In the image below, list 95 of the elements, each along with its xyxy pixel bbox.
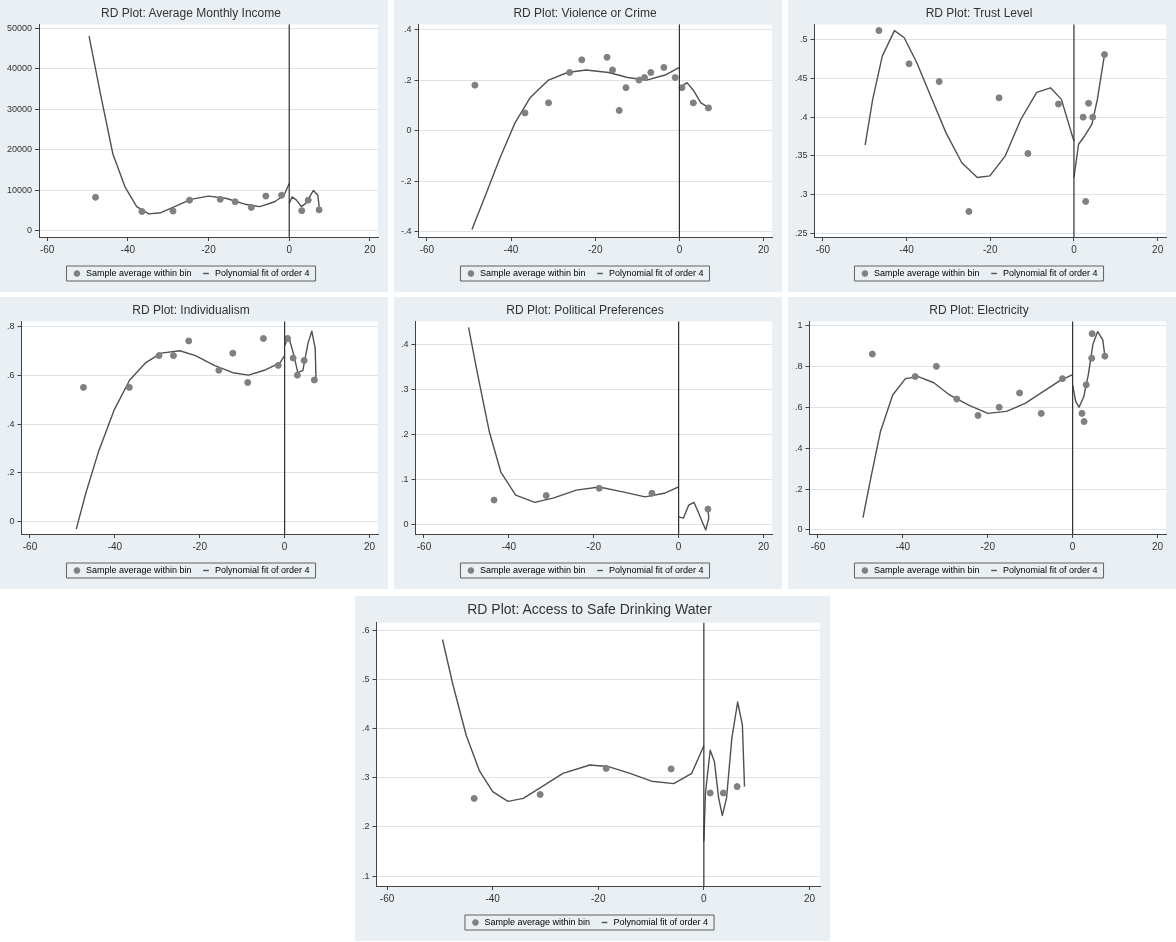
x-tick-label: 0 [676,243,683,255]
x-tick-label: 20 [1151,540,1164,552]
y-tick-label: .2 [6,467,15,478]
x-tick-label: 0 [281,540,288,552]
chart-title: RD Plot: Individualism [132,302,250,317]
y-tick-label: .4 [361,723,370,734]
x-tick-label: 0 [286,243,293,255]
y-tick-label: 20000 [7,144,33,155]
y-tick-label: 30000 [7,103,33,114]
y-tick-label: .35 [795,150,808,161]
y-tick-label: .6 [6,369,15,380]
legend-label: Polynomial fit of order 4 [1003,267,1098,278]
legend-label: Polynomial fit of order 4 [609,564,704,575]
x-tick-label: -40 [485,892,501,904]
y-tick-label: 0 [27,225,33,236]
x-tick-label: -40 [899,243,915,255]
y-tick-label: .2 [403,74,412,85]
y-tick-label: .4 [400,338,409,349]
x-tick-label: 20 [1152,243,1164,255]
x-tick-label: -60 [810,540,826,552]
y-tick-label: 10000 [7,184,33,195]
x-tick-label: 20 [363,540,376,552]
x-tick-label: -40 [501,540,517,552]
x-tick-label: -20 [201,243,217,255]
x-tick-label: -60 [379,892,395,904]
y-tick-label: .5 [800,34,808,45]
y-tick-label: .5 [361,673,370,684]
legend-label: Sample average within bin [479,267,586,278]
y-tick-label: .8 [794,360,803,371]
y-tick-label: 50000 [7,22,33,33]
chart-title: RD Plot: Trust Level [925,5,1033,20]
y-tick-label: .4 [403,23,412,34]
x-tick-label: -60 [39,243,55,255]
x-tick-label: 0 [1071,243,1078,255]
x-tick-label: -60 [815,243,831,255]
chart-title: RD Plot: Violence or Crime [513,5,657,20]
y-tick-label: .45 [795,73,808,83]
legend-label: Polynomial fit of order 4 [215,267,310,278]
x-tick-label: -20 [591,892,606,904]
x-tick-label: -40 [120,243,136,255]
legend-label: Sample average within bin [873,267,980,278]
chart-title: RD Plot: Access to Safe Drinking Water [467,601,713,618]
y-tick-label: .1 [400,474,409,485]
y-tick-label: .1 [361,870,370,881]
x-tick-label: 20 [364,243,376,255]
y-tick-label: -.2 [400,175,412,186]
legend-label: Polynomial fit of order 4 [613,916,709,927]
x-tick-label: -60 [416,540,432,552]
y-tick-label: 0 [403,519,409,530]
y-tick-label: 0 [406,125,412,136]
y-tick-label: -.4 [400,226,412,237]
y-tick-label: 0 [797,524,803,535]
y-tick-label: .3 [361,772,370,783]
y-tick-label: .3 [800,188,808,199]
x-tick-label: 0 [1069,540,1076,552]
legend-label: Polynomial fit of order 4 [215,564,310,575]
x-tick-label: 0 [675,540,682,552]
legend-label: Sample average within bin [873,564,980,575]
y-tick-label: .4 [6,418,15,429]
legend-label: Sample average within bin [484,916,591,927]
chart-title: RD Plot: Political Preferences [506,302,664,317]
x-tick-label: 20 [758,243,770,255]
y-tick-label: .2 [361,821,370,832]
x-tick-label: -60 [22,540,38,552]
x-tick-label: -60 [419,243,435,255]
y-tick-label: .4 [800,111,808,122]
y-tick-label: 1 [797,319,803,330]
x-tick-label: -40 [895,540,911,552]
x-tick-label: 20 [803,892,816,904]
legend-label: Sample average within bin [85,267,192,278]
y-tick-label: .25 [795,227,808,238]
legend-label: Sample average within bin [85,564,192,575]
x-tick-label: -40 [503,243,519,255]
y-tick-label: 40000 [7,63,33,74]
legend-label: Polynomial fit of order 4 [1003,564,1098,575]
x-tick-label: 20 [757,540,770,552]
x-tick-label: -20 [980,540,996,552]
y-tick-label: .4 [794,442,803,453]
x-tick-label: -20 [588,243,603,255]
chart-title: RD Plot: Electricity [929,302,1029,317]
x-tick-label: -20 [586,540,602,552]
y-tick-label: .3 [400,383,409,394]
y-tick-label: .6 [361,624,370,635]
y-tick-label: 0 [9,516,15,527]
x-tick-label: 0 [701,892,708,904]
y-tick-label: .8 [6,320,15,331]
x-tick-label: -20 [983,243,998,255]
y-tick-label: .2 [400,428,409,439]
x-tick-label: -40 [107,540,123,552]
legend-label: Sample average within bin [479,564,586,575]
y-tick-label: .6 [794,401,803,412]
y-tick-label: .2 [794,483,803,494]
x-tick-label: -20 [192,540,208,552]
chart-title: RD Plot: Average Monthly Income [101,5,282,20]
legend-label: Polynomial fit of order 4 [609,267,704,278]
